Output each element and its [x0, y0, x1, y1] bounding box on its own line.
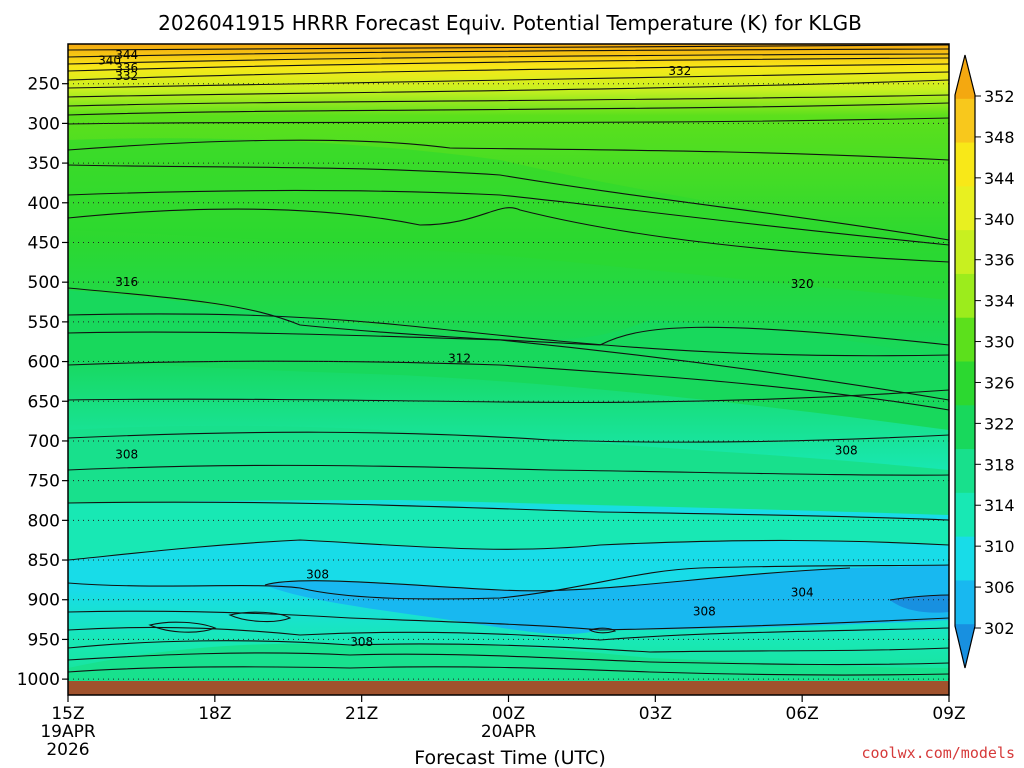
contour-label: 344 — [115, 48, 138, 62]
colorbar-label: 302 — [984, 619, 1015, 638]
colorbar-label: 330 — [984, 333, 1015, 352]
colorbar-label: 314 — [984, 496, 1015, 515]
y-tick-label: 350 — [28, 154, 60, 174]
plot-area — [68, 44, 949, 695]
colorbar-swatch — [955, 536, 975, 581]
colorbar-swatch — [955, 230, 975, 275]
x-tick-label: 21Z — [345, 704, 378, 724]
y-tick-label: 800 — [28, 511, 60, 531]
y-tick-label: 300 — [28, 114, 60, 134]
colorbar-label: 322 — [984, 414, 1015, 433]
contour-label: 312 — [448, 351, 471, 365]
y-tick-label: 700 — [28, 432, 60, 452]
colorbar-label: 336 — [984, 251, 1015, 270]
y-tick-label: 550 — [28, 313, 60, 333]
band-330 — [68, 138, 949, 300]
contour-label: 332 — [668, 64, 691, 78]
colorbar-swatch — [955, 624, 975, 668]
colorbar-swatch — [955, 273, 975, 319]
contour-label: 308 — [835, 443, 858, 457]
pressure-gridlines — [68, 83, 949, 680]
colorbar-swatch — [955, 492, 975, 538]
y-tick-label: 1000 — [17, 670, 60, 690]
colorbar-swatch — [955, 449, 975, 494]
colorbar-swatch — [955, 361, 975, 406]
x-tick-label: 18Z — [198, 704, 231, 724]
contour-label: 336 — [115, 61, 138, 75]
x-tick-date: 20APR — [481, 722, 537, 742]
contour-label: 308 — [350, 635, 373, 649]
contour-label: 332 — [115, 69, 138, 83]
x-tick-label: 03Z — [639, 704, 672, 724]
band-314 — [68, 502, 949, 560]
y-tick-label: 650 — [28, 392, 60, 412]
colorbar-label: 334 — [984, 292, 1015, 311]
colorbar-swatch — [955, 186, 975, 231]
colorbar-swatch — [955, 142, 975, 187]
x-tick-label: 06Z — [786, 704, 819, 724]
y-axis-ticks: 250 300 350 400 450 500 550 600 650 700 750 800 850 9… — [17, 75, 68, 690]
colorbar-label: 344 — [984, 169, 1015, 188]
y-tick-label: 250 — [28, 75, 60, 95]
band-306 — [265, 565, 949, 635]
y-tick-label: 750 — [28, 472, 60, 492]
band-302 — [890, 595, 949, 613]
x-tick-year: 2026 — [46, 740, 89, 760]
x-tick-date: 19APR — [40, 722, 96, 742]
y-tick-label: 600 — [28, 353, 60, 373]
colorbar-label: 326 — [984, 373, 1015, 392]
colorbar-swatch — [955, 55, 975, 100]
colorbar-label: 340 — [984, 210, 1015, 229]
colorbar-swatch — [955, 405, 975, 450]
contour-label: 308 — [693, 605, 716, 619]
colorbar-label: 318 — [984, 455, 1015, 474]
chart-title: 2026041915 HRRR Forecast Equiv. Potentia… — [158, 11, 862, 35]
colorbar-swatch — [955, 580, 975, 625]
colorbar-label: 348 — [984, 128, 1015, 147]
ground-surface — [68, 681, 949, 695]
contour-label: 308 — [306, 567, 329, 581]
x-tick-label: 15Z — [51, 704, 84, 724]
band-322 — [68, 290, 949, 430]
x-tick-label: 00Z — [492, 704, 525, 724]
y-tick-label: 950 — [28, 630, 60, 650]
y-tick-label: 900 — [28, 591, 60, 611]
credit-text: coolwx.com/models — [861, 744, 1015, 762]
colorbar-label: 306 — [984, 578, 1015, 597]
contour-label: 304 — [791, 586, 814, 600]
contour-label: 320 — [791, 277, 814, 291]
y-tick-label: 850 — [28, 551, 60, 571]
band-318 — [68, 425, 949, 515]
colorbar-label: 310 — [984, 537, 1015, 556]
y-tick-label: 500 — [28, 273, 60, 293]
colorbar: 352 348 344 340 336 334 330 326 322 318 314 310 306 3… — [954, 54, 1015, 669]
contour-label: 308 — [115, 447, 138, 461]
y-tick-label: 400 — [28, 194, 60, 214]
x-tick-label: 09Z — [932, 704, 965, 724]
colorbar-label: 352 — [984, 87, 1015, 106]
contour-label: 316 — [115, 275, 138, 289]
colorbar-swatch — [955, 317, 975, 362]
contour-label: 340 — [98, 54, 121, 68]
plot-frame — [67, 43, 950, 696]
contour-lines — [68, 44, 949, 676]
x-axis-label: Forecast Time (UTC) — [414, 747, 605, 768]
colorbar-swatch — [955, 98, 975, 144]
y-tick-label: 450 — [28, 233, 60, 253]
